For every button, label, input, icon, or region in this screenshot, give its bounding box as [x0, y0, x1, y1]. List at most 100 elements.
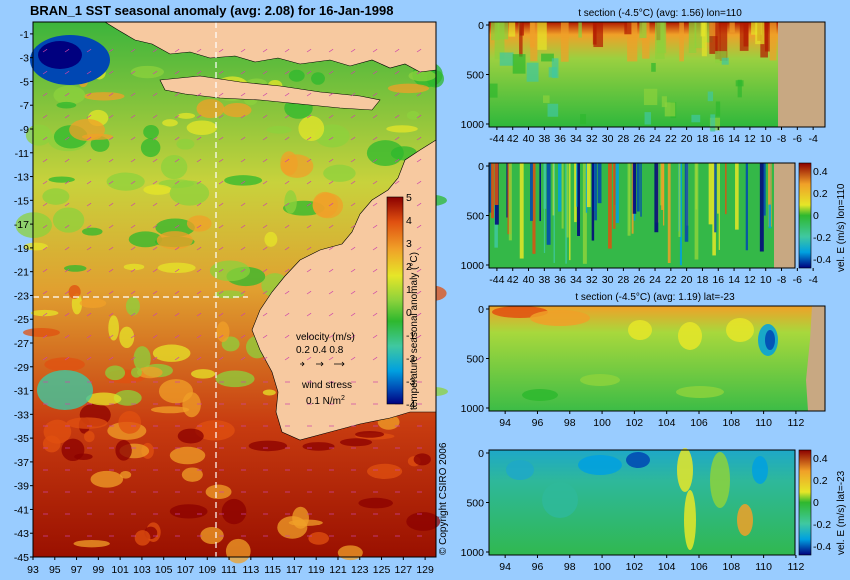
anomaly-eddy: [308, 532, 330, 545]
x-tick-label: 108: [723, 417, 741, 429]
wind-arrow: [328, 48, 334, 53]
wind-arrow: [306, 92, 312, 97]
anomaly-eddy: [355, 430, 385, 438]
anomaly-eddy: [133, 346, 151, 372]
wind-arrow: [372, 356, 378, 361]
anomaly-eddy: [79, 298, 107, 309]
wind-arrow: [130, 312, 136, 317]
panel3-title: t section (-4.5°C) (avg: 1.19) lat=-23: [575, 292, 735, 303]
anomaly-eddy: [113, 390, 142, 406]
wind-arrow: [262, 312, 268, 317]
wind-arrow: [130, 290, 136, 295]
map-x-tick-label: 99: [93, 564, 105, 576]
section-cell: [709, 22, 719, 37]
velocity-stripe: [558, 163, 562, 212]
velocity-stripe: [684, 163, 689, 242]
wind-arrow: [306, 312, 312, 317]
map-y-tick-label: -33: [14, 409, 29, 421]
map-y-tick-label: -17: [14, 219, 29, 231]
velocity-stripe: [717, 163, 719, 214]
section-cell: [715, 22, 721, 60]
wind-arrow: [130, 246, 136, 251]
section-cell: [743, 22, 749, 47]
wind-arrow: [86, 356, 92, 361]
map-y-tick-label: -3: [20, 53, 29, 65]
section-cell: [642, 22, 650, 59]
wind-arrow: [174, 290, 180, 295]
wind-arrow: [64, 334, 70, 339]
anomaly-eddy: [186, 120, 218, 136]
x-tick-label: 36: [554, 133, 566, 145]
panel-t-section-lat: t section (-4.5°C) (avg: 1.19) lat=-23 0…: [461, 292, 826, 429]
anomaly-eddy: [136, 366, 163, 379]
wind-arrow: [108, 114, 114, 119]
velocity-stripe: [565, 163, 567, 264]
x-tick-label: -6: [793, 274, 802, 286]
wind-arrow: [240, 202, 246, 207]
anomaly-eddy: [266, 125, 292, 134]
wind-arrow: [152, 136, 158, 141]
velocity-stripe: [577, 163, 581, 236]
velocity-stripe: [640, 163, 642, 217]
anomaly-eddy: [224, 175, 263, 186]
wind-arrow: [328, 70, 334, 75]
anomaly-eddy: [339, 438, 373, 447]
anomaly-eddy: [298, 115, 325, 141]
depth-tick-label: 500: [466, 70, 484, 82]
wind-arrow: [306, 290, 312, 295]
velocity-stripe: [566, 163, 569, 238]
wind-arrow: [306, 48, 312, 53]
wind-arrow: [108, 92, 114, 97]
anomaly-eddy: [177, 428, 204, 444]
wind-arrow: [306, 180, 312, 185]
velocity-legend-ticks: 0.2 0.4 0.8: [296, 345, 344, 356]
wind-arrow: [130, 224, 136, 229]
wind-arrow: [42, 246, 48, 251]
wind-arrow: [108, 158, 114, 163]
wind-arrow: [328, 268, 334, 273]
depth-tick-label: 0: [478, 20, 484, 32]
wind-arrow: [350, 334, 356, 339]
wind-arrow: [328, 158, 334, 163]
wind-arrow: [86, 290, 92, 295]
velocity-stripe: [632, 163, 637, 214]
section-cell: [710, 114, 716, 132]
panel2-x-axis: -44 42 40 38 36 34 32 30 28 26 24 22 20 18 16 14 12 10 -8-…: [489, 268, 818, 286]
wind-arrow: [196, 246, 202, 251]
anomaly-eddy: [73, 539, 110, 548]
x-tick-label: 24: [649, 133, 661, 145]
section-cell: [526, 62, 539, 82]
panel2-y-axis: 0 500 1000: [461, 161, 489, 272]
wind-arrow: [240, 312, 246, 317]
wind-arrow: [174, 92, 180, 97]
x-tick-label: -44: [489, 133, 504, 145]
panel2-land: [774, 163, 795, 268]
cold-anomaly-core: [38, 41, 82, 69]
panel3-features: [492, 306, 778, 401]
depth-tick-label: 1000: [461, 403, 485, 415]
anomaly-eddy: [23, 242, 48, 251]
section-cell: [679, 22, 684, 62]
vel-colorbar-tick-label: 0.2: [813, 188, 828, 200]
section-cell: [512, 54, 526, 74]
wind-arrow: [64, 114, 70, 119]
x-tick-label: 96: [532, 417, 544, 429]
wind-arrow: [306, 114, 312, 119]
section-cell: [701, 22, 707, 57]
wind-arrow: [328, 246, 334, 251]
map-y-tick-label: -11: [15, 148, 30, 160]
x-tick-label: 110: [755, 561, 772, 573]
map-x-tick-label: 113: [242, 564, 259, 576]
wind-arrow: [42, 48, 48, 53]
wind-arrow: [42, 290, 48, 295]
wind-arrow: [416, 136, 422, 141]
x-tick-label: 100: [593, 417, 611, 429]
velocity-stripe: [494, 163, 499, 205]
wind-arrow: [64, 202, 70, 207]
anomaly-eddy: [222, 102, 252, 118]
wind-arrow: [218, 356, 224, 361]
map-y-tick-label: -41: [14, 504, 29, 516]
wind-arrow: [86, 158, 92, 163]
panel1-title: t section (-4.5°C) (avg: 1.56) lon=110: [578, 8, 742, 19]
wind-arrow: [328, 92, 334, 97]
